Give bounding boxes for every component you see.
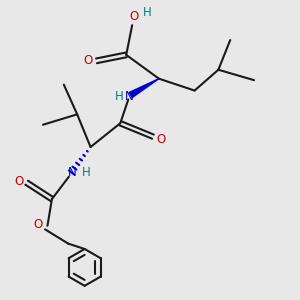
Text: H: H (143, 6, 152, 19)
Text: H: H (82, 167, 91, 179)
Text: O: O (14, 175, 23, 188)
Text: H: H (115, 90, 124, 103)
Text: N: N (125, 90, 134, 103)
Polygon shape (129, 79, 159, 98)
Text: O: O (33, 218, 43, 231)
Text: O: O (84, 54, 93, 67)
Text: O: O (129, 10, 138, 23)
Text: N: N (68, 167, 76, 179)
Text: O: O (157, 133, 166, 146)
